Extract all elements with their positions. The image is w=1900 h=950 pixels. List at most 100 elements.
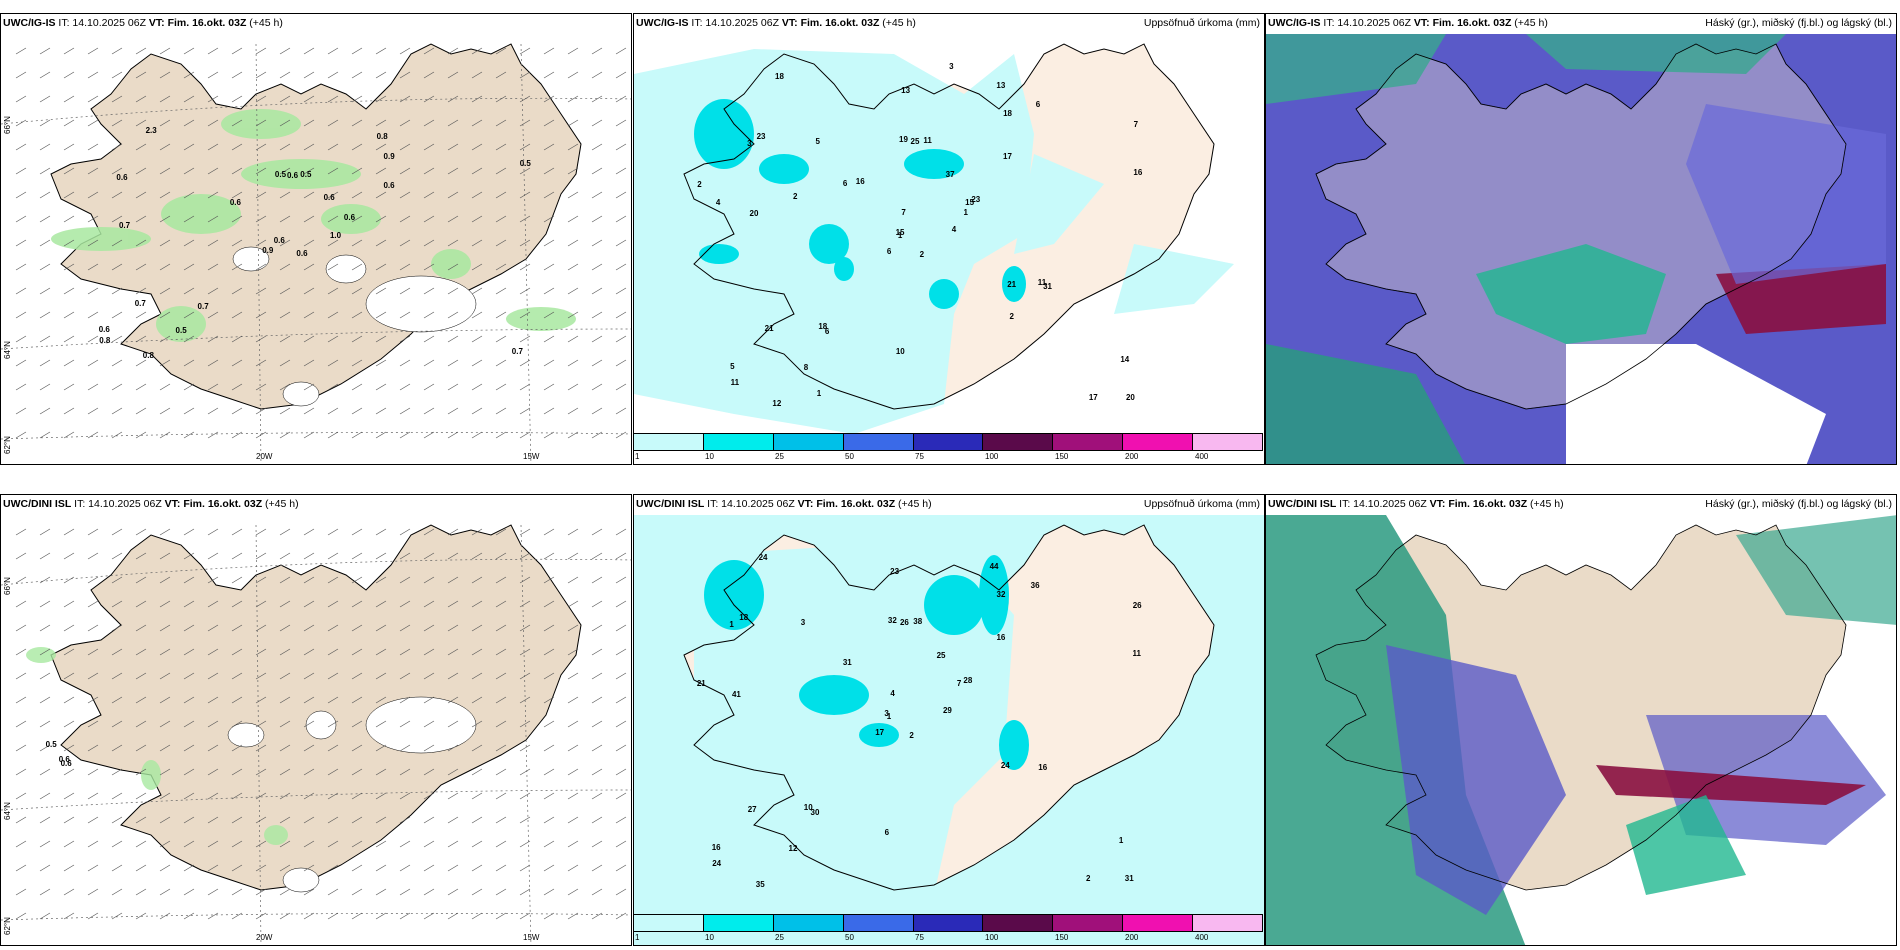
value-label: 12 [772, 398, 782, 408]
wind-barb [591, 912, 603, 920]
wind-barb [543, 383, 555, 391]
wind-barb [351, 696, 363, 704]
wind-barb [111, 600, 123, 608]
panel-title: UWC/DINI ISL IT: 14.10.2025 06Z VT: Fim.… [3, 498, 299, 510]
wind-barb [231, 768, 243, 776]
colorbar-label: 1 [635, 452, 640, 461]
wind-barb [159, 768, 171, 776]
wind-barb [615, 263, 627, 271]
wind-barb [183, 383, 195, 391]
wind-barb [135, 552, 147, 560]
wind-barb [111, 359, 123, 367]
wind-barb [351, 407, 363, 415]
wind-barb [135, 840, 147, 848]
colorbar-label: 200 [1125, 933, 1139, 942]
wind-barb [255, 359, 267, 367]
wind-barb [231, 816, 243, 824]
wind-barb [39, 431, 51, 439]
wind-barb [39, 720, 51, 728]
wind-barb [87, 528, 99, 536]
wind-barb [375, 239, 387, 247]
wind-barb [519, 696, 531, 704]
wind-barb [279, 383, 291, 391]
wind-barb [495, 407, 507, 415]
wind-barb [159, 119, 171, 127]
wind-barb [207, 744, 219, 752]
wind-barb [591, 95, 603, 103]
wind-barb [15, 119, 27, 127]
wind-barb [87, 71, 99, 79]
wind-barb [567, 47, 579, 55]
wind-barb [231, 143, 243, 151]
wind-barb [183, 119, 195, 127]
wind-barb [543, 744, 555, 752]
wind-barb [303, 720, 315, 728]
wind-barb [615, 600, 627, 608]
wind-barb [159, 600, 171, 608]
colorbar-label: 10 [705, 452, 714, 461]
wind-barb [591, 47, 603, 55]
wind-barb [303, 816, 315, 824]
wind-barb [87, 263, 99, 271]
wind-barb [519, 600, 531, 608]
wind-barb [543, 600, 555, 608]
value-label: 3 [747, 139, 752, 149]
wind-barb [159, 431, 171, 439]
wind-barb [375, 431, 387, 439]
colorbar-label: 1 [635, 933, 640, 942]
wind-barb [15, 888, 27, 896]
wind-barb [375, 528, 387, 536]
wind-barb [543, 552, 555, 560]
wind-barb [87, 287, 99, 295]
wind-barb [39, 143, 51, 151]
wind-barb [447, 263, 459, 271]
wind-barb [399, 768, 411, 776]
wind-barb [231, 263, 243, 271]
wind-barb [183, 95, 195, 103]
wind-barb [327, 576, 339, 584]
wind-barb [351, 552, 363, 560]
panel-title: UWC/IG-IS IT: 14.10.2025 06Z VT: Fim. 16… [3, 17, 283, 29]
value-label: 10 [895, 347, 905, 357]
wind-barb [447, 431, 459, 439]
value-label: 16 [1038, 763, 1048, 773]
wind-barb [519, 816, 531, 824]
wind-barb [447, 888, 459, 896]
value-label: 11 [1132, 648, 1141, 658]
wind-barb [87, 864, 99, 872]
wind-barb [159, 95, 171, 103]
wind-barb [519, 335, 531, 343]
wind-barb [159, 143, 171, 151]
wind-barb [39, 648, 51, 656]
wind-barb [111, 768, 123, 776]
wind-barb [111, 407, 123, 415]
wind-barb [399, 95, 411, 103]
wind-barb [423, 888, 435, 896]
wind-barb [543, 888, 555, 896]
wind-barb [87, 431, 99, 439]
wind-barb [279, 215, 291, 223]
wind-barb [351, 47, 363, 55]
colorbar-cell [634, 915, 704, 931]
colorbar-label: 25 [775, 933, 784, 942]
wind-barb [135, 119, 147, 127]
wind-barb [255, 383, 267, 391]
wind-barb [111, 744, 123, 752]
wind-barb [591, 167, 603, 175]
wind-barb [519, 552, 531, 560]
value-label: 20 [749, 209, 759, 219]
wind-barb [255, 143, 267, 151]
value-label: 11 [1037, 278, 1047, 288]
wind-barb [279, 431, 291, 439]
wind-barb [423, 95, 435, 103]
wind-barb [543, 47, 555, 55]
wind-barb [231, 335, 243, 343]
wind-barb [15, 287, 27, 295]
wind-barb [591, 600, 603, 608]
wind-barb [495, 888, 507, 896]
wind-barb [423, 720, 435, 728]
wind-barb [519, 576, 531, 584]
wind-barb [567, 119, 579, 127]
wind-barb [615, 792, 627, 800]
wind-barb [231, 407, 243, 415]
